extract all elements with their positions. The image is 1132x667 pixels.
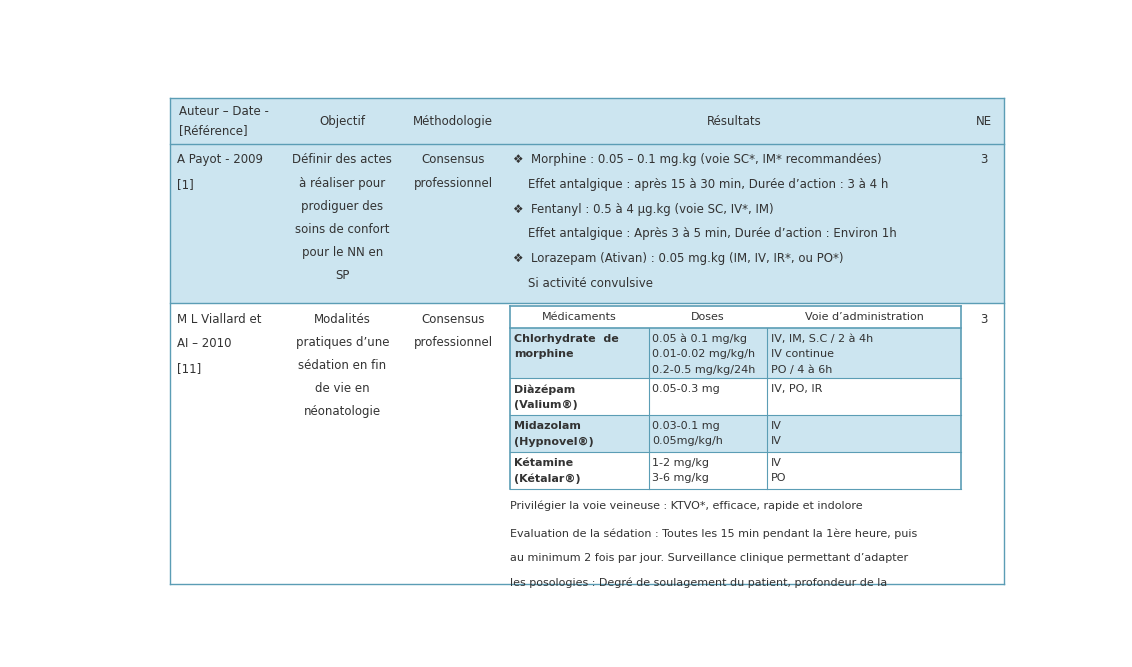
Text: de vie en: de vie en — [315, 382, 370, 395]
Text: morphine: morphine — [514, 349, 574, 359]
Bar — [509, 306, 961, 327]
Text: [1]: [1] — [178, 177, 195, 191]
Bar — [509, 415, 961, 452]
Bar — [509, 452, 961, 489]
Text: (Valium®): (Valium®) — [514, 400, 578, 410]
Text: IV: IV — [771, 458, 781, 468]
Text: prodiguer des: prodiguer des — [301, 199, 384, 213]
Text: Méthodologie: Méthodologie — [413, 115, 492, 127]
Text: Résultats: Résultats — [708, 115, 762, 127]
Text: 0.05mg/kg/h: 0.05mg/kg/h — [652, 436, 723, 446]
Text: Doses: Doses — [691, 311, 724, 321]
Bar — [509, 327, 961, 378]
Text: professionnel: professionnel — [413, 177, 492, 189]
Text: PO: PO — [771, 474, 786, 484]
Text: Diàzépam: Diàzépam — [514, 384, 575, 395]
Text: [Référence]: [Référence] — [179, 124, 248, 137]
Text: sédation en fin: sédation en fin — [299, 359, 386, 372]
Text: IV: IV — [771, 436, 781, 446]
Text: 0.05-0.3 mg: 0.05-0.3 mg — [652, 384, 720, 394]
Text: 0.01-0.02 mg/kg/h: 0.01-0.02 mg/kg/h — [652, 349, 755, 359]
Text: ❖  Fentanyl : 0.5 à 4 µg.kg (voie SC, IV*, IM): ❖ Fentanyl : 0.5 à 4 µg.kg (voie SC, IV*… — [513, 203, 773, 216]
Text: [11]: [11] — [178, 362, 201, 375]
Text: Effet antalgique : après 15 à 30 min, Durée d’action : 3 à 4 h: Effet antalgique : après 15 à 30 min, Du… — [513, 178, 887, 191]
Bar — [509, 378, 961, 415]
Text: SP: SP — [335, 269, 350, 282]
Text: soins de confort: soins de confort — [295, 223, 389, 236]
Text: 0.03-0.1 mg: 0.03-0.1 mg — [652, 421, 720, 431]
Text: professionnel: professionnel — [413, 336, 492, 349]
Text: IV, PO, IR: IV, PO, IR — [771, 384, 822, 394]
Text: néonatologie: néonatologie — [303, 405, 381, 418]
Text: Midazolam: Midazolam — [514, 421, 581, 431]
Text: IV: IV — [771, 421, 781, 431]
Text: Auteur – Date -: Auteur – Date - — [179, 105, 269, 118]
Text: (Hypnovel®): (Hypnovel®) — [514, 436, 594, 446]
Text: AI – 2010: AI – 2010 — [178, 338, 232, 350]
Text: les posologies : Degré de soulagement du patient, profondeur de la: les posologies : Degré de soulagement du… — [509, 578, 887, 588]
Text: 0.2-0.5 mg/kg/24h: 0.2-0.5 mg/kg/24h — [652, 365, 755, 375]
Bar — [171, 144, 1004, 303]
Text: 3: 3 — [980, 153, 987, 167]
Text: 0.05 à 0.1 mg/kg: 0.05 à 0.1 mg/kg — [652, 334, 747, 344]
Bar — [171, 98, 1004, 144]
Text: Chlorhydrate  de: Chlorhydrate de — [514, 334, 619, 344]
Text: Kétamine: Kétamine — [514, 458, 574, 468]
Text: pratiques d’une: pratiques d’une — [295, 336, 389, 349]
Text: M L Viallard et: M L Viallard et — [178, 313, 261, 325]
Bar — [171, 303, 1004, 584]
Text: Consensus: Consensus — [421, 153, 484, 167]
Text: 3-6 mg/kg: 3-6 mg/kg — [652, 474, 709, 484]
Text: Modalités: Modalités — [314, 313, 371, 325]
Text: Définir des actes: Définir des actes — [292, 153, 393, 167]
Text: ❖  Morphine : 0.05 – 0.1 mg.kg (voie SC*, IM* recommandées): ❖ Morphine : 0.05 – 0.1 mg.kg (voie SC*,… — [513, 153, 881, 167]
Text: Voie d’administration: Voie d’administration — [805, 311, 924, 321]
Text: 1-2 mg/kg: 1-2 mg/kg — [652, 458, 709, 468]
Text: Effet antalgique : Après 3 à 5 min, Durée d’action : Environ 1h: Effet antalgique : Après 3 à 5 min, Duré… — [513, 227, 897, 240]
Text: au minimum 2 fois par jour. Surveillance clinique permettant d’adapter: au minimum 2 fois par jour. Surveillance… — [509, 553, 908, 563]
Text: Si activité convulsive: Si activité convulsive — [513, 277, 652, 289]
Text: Evaluation de la sédation : Toutes les 15 min pendant la 1ère heure, puis: Evaluation de la sédation : Toutes les 1… — [509, 528, 917, 539]
Text: à réaliser pour: à réaliser pour — [299, 177, 386, 189]
Text: Médicaments: Médicaments — [542, 311, 617, 321]
Text: Privilégier la voie veineuse : KTVO*, efficace, rapide et indolore: Privilégier la voie veineuse : KTVO*, ef… — [509, 500, 863, 511]
Text: (Kétalar®): (Kétalar®) — [514, 474, 581, 484]
Text: 3: 3 — [980, 313, 987, 325]
Text: ❖  Lorazepam (Ativan) : 0.05 mg.kg (IM, IV, IR*, ou PO*): ❖ Lorazepam (Ativan) : 0.05 mg.kg (IM, I… — [513, 252, 843, 265]
Text: Consensus: Consensus — [421, 313, 484, 325]
Text: A Payot - 2009: A Payot - 2009 — [178, 153, 264, 167]
Text: IV continue: IV continue — [771, 349, 833, 359]
Text: NE: NE — [976, 115, 992, 127]
Text: pour le NN en: pour le NN en — [302, 246, 383, 259]
Text: Objectif: Objectif — [319, 115, 366, 127]
Text: IV, IM, S.C / 2 à 4h: IV, IM, S.C / 2 à 4h — [771, 334, 873, 344]
Text: PO / 4 à 6h: PO / 4 à 6h — [771, 365, 832, 375]
